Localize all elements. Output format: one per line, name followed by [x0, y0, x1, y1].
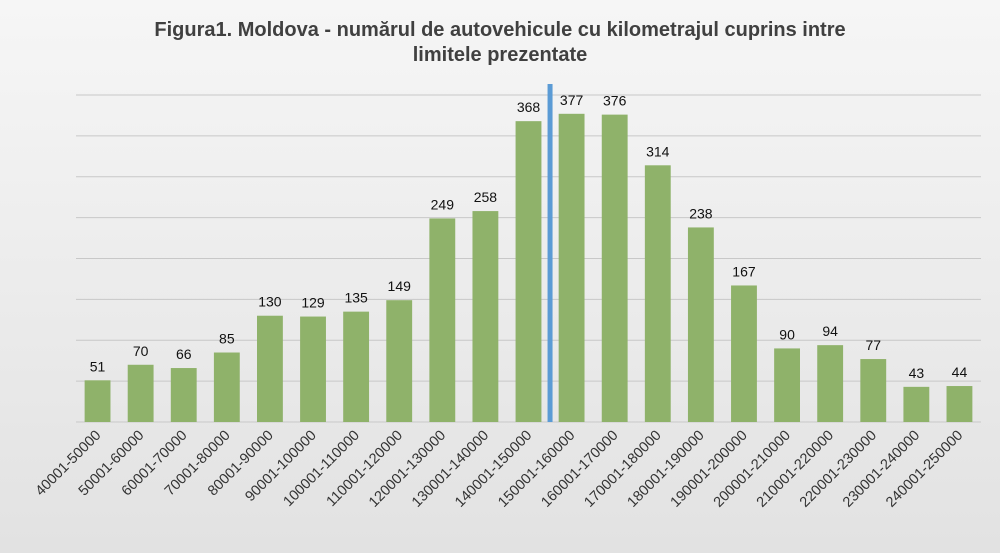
data-label: 149	[388, 278, 412, 294]
data-label: 77	[865, 337, 881, 353]
bar	[429, 218, 456, 422]
bar	[127, 364, 154, 422]
data-label: 376	[603, 93, 627, 109]
data-label: 167	[732, 263, 756, 279]
bar	[213, 352, 240, 422]
bar	[687, 227, 714, 422]
data-label: 85	[219, 331, 235, 347]
bar	[558, 113, 585, 423]
bar	[515, 121, 542, 422]
data-label: 314	[646, 143, 670, 159]
x-tick-label: 200001-210000	[711, 428, 794, 511]
data-label: 94	[822, 323, 838, 339]
marker-line	[547, 84, 553, 422]
bar	[343, 311, 370, 422]
bar	[903, 386, 930, 422]
x-tick-label: 180001-190000	[625, 428, 708, 511]
data-label: 129	[301, 295, 325, 311]
data-label: 90	[779, 326, 795, 342]
bar	[84, 380, 111, 422]
x-tick-label: 100001-110000	[281, 428, 363, 510]
x-tick-label: 130001-140000	[409, 428, 492, 511]
data-label: 130	[258, 294, 282, 310]
data-label: 66	[176, 346, 192, 362]
x-tick-label: 230001-240000	[840, 428, 923, 511]
chart-title: Figura1. Moldova - numărul de autovehicu…	[0, 18, 1000, 68]
x-tick-label: 150001-160000	[495, 428, 578, 511]
data-label: 258	[474, 189, 498, 205]
data-label: 44	[952, 364, 968, 380]
x-tick-label: 220001-230000	[797, 428, 880, 511]
chart-title-line-2: limitele prezentate	[412, 44, 588, 66]
bar	[731, 285, 757, 422]
x-tick-label: 160001-170000	[538, 428, 621, 511]
bar	[817, 345, 844, 422]
x-tick-label: 110001-120000	[324, 428, 406, 510]
data-label: 43	[909, 365, 925, 381]
bar	[601, 114, 628, 423]
data-label: 377	[560, 92, 584, 108]
x-tick-label: 240001-250000	[883, 428, 966, 511]
bar	[946, 386, 973, 422]
bar	[472, 211, 499, 422]
data-label: 135	[344, 290, 368, 306]
x-tick-label: 140001-150000	[452, 428, 535, 511]
bar	[860, 359, 887, 422]
bar	[774, 348, 800, 422]
data-label: 368	[517, 99, 541, 115]
x-tick-label: 190001-200000	[668, 428, 751, 511]
data-label: 70	[133, 343, 149, 359]
data-label: 249	[431, 196, 455, 212]
data-label: 51	[90, 358, 106, 374]
bar	[257, 315, 283, 422]
bar	[386, 300, 413, 422]
chart-title-line-1: Figura1. Moldova - numărul de autovehicu…	[154, 19, 846, 41]
bar	[300, 316, 326, 422]
bar	[644, 165, 671, 422]
x-tick-label: 170001-180000	[581, 428, 664, 511]
data-label: 238	[689, 205, 713, 221]
x-tick-label: 120001-130000	[366, 428, 449, 511]
x-tick-label: 210001-220000	[754, 428, 837, 511]
bar	[170, 368, 197, 422]
